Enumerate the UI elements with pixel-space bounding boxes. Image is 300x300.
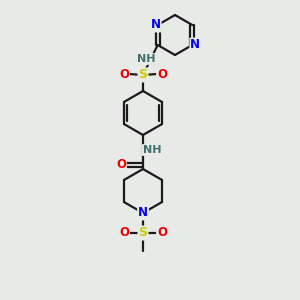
Text: S: S xyxy=(139,68,148,82)
Text: O: O xyxy=(157,68,167,80)
Text: NH: NH xyxy=(137,54,156,64)
Text: O: O xyxy=(119,226,129,239)
Text: O: O xyxy=(157,226,167,239)
Text: O: O xyxy=(119,68,129,80)
Text: N: N xyxy=(151,19,161,32)
Text: O: O xyxy=(116,158,126,172)
Text: S: S xyxy=(139,226,148,239)
Text: NH: NH xyxy=(143,145,161,155)
Text: N: N xyxy=(190,38,200,52)
Text: N: N xyxy=(138,206,148,220)
